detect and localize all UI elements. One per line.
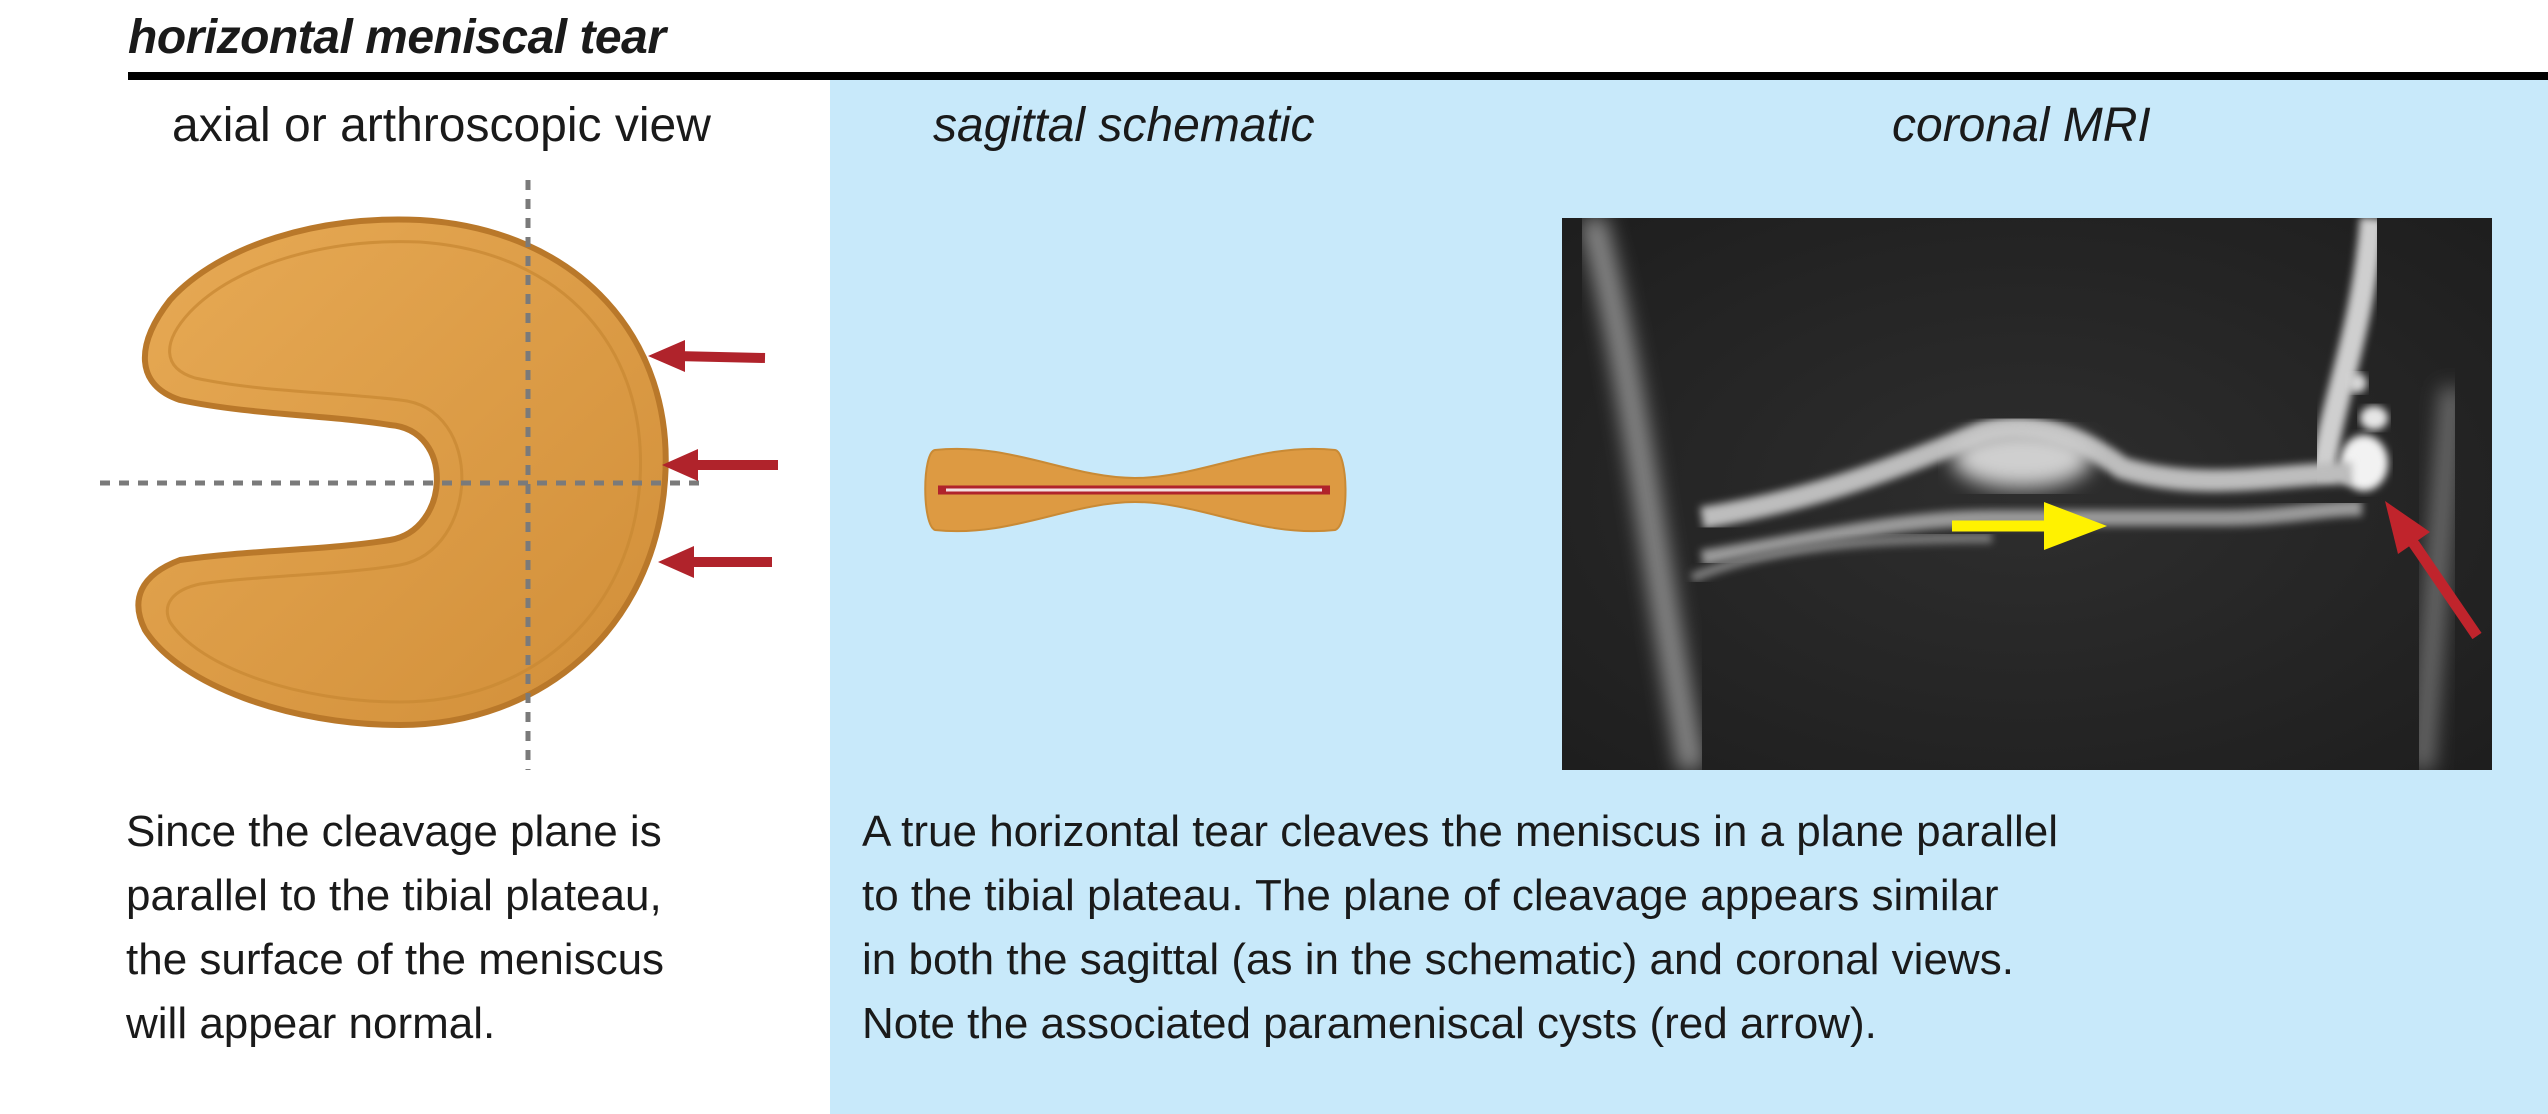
axial-caption: Since the cleavage plane is parallel to … — [126, 800, 806, 1056]
figure-title: horizontal meniscal tear — [128, 11, 666, 64]
mri-right-cortex — [2310, 218, 2384, 480]
axial-caption-line: Since the cleavage plane is — [126, 807, 662, 856]
meniscus-c-shape — [135, 216, 669, 729]
mri-left-cortex — [1579, 218, 1705, 770]
axial-caption-line: will appear normal. — [126, 999, 496, 1048]
mri-meniscus-bulge — [1952, 428, 2092, 488]
mri-cyst-small-1 — [2360, 406, 2388, 430]
main-caption-line: Note the associated parameniscal cysts (… — [862, 999, 1877, 1048]
red-arrow-bottom — [658, 546, 772, 578]
red-arrow-cyst — [2385, 501, 2482, 640]
coronal-mri-heading: coronal MRI — [1892, 99, 2151, 152]
sagittal-schematic-illustration — [924, 447, 1347, 533]
yellow-arrow — [1952, 502, 2107, 550]
mri-background — [1562, 218, 2492, 770]
main-caption-line: A true horizontal tear cleaves the menis… — [862, 807, 2059, 856]
main-caption: A true horizontal tear cleaves the menis… — [862, 800, 2462, 1056]
mri-cyst-small-2 — [2347, 373, 2367, 393]
title-divider — [128, 72, 2548, 80]
main-caption-line: in both the sagittal (as in the schemati… — [862, 935, 2014, 984]
red-arrow-top — [648, 340, 766, 372]
axial-meniscus-illustration — [100, 180, 778, 770]
axial-caption-line: parallel to the tibial plateau, — [126, 871, 662, 920]
meniscus-inner-rim — [165, 240, 643, 704]
red-arrow-middle — [662, 449, 778, 481]
axial-view-heading: axial or arthroscopic view — [172, 99, 711, 152]
sagittal-schematic-heading: sagittal schematic — [933, 99, 1315, 152]
axial-caption-line: the surface of the meniscus — [126, 935, 665, 984]
coronal-mri-image — [1562, 218, 2492, 770]
mri-lower-tibia-line — [1690, 533, 1993, 583]
main-caption-line: to the tibial plateau. The plane of clea… — [862, 871, 1999, 920]
